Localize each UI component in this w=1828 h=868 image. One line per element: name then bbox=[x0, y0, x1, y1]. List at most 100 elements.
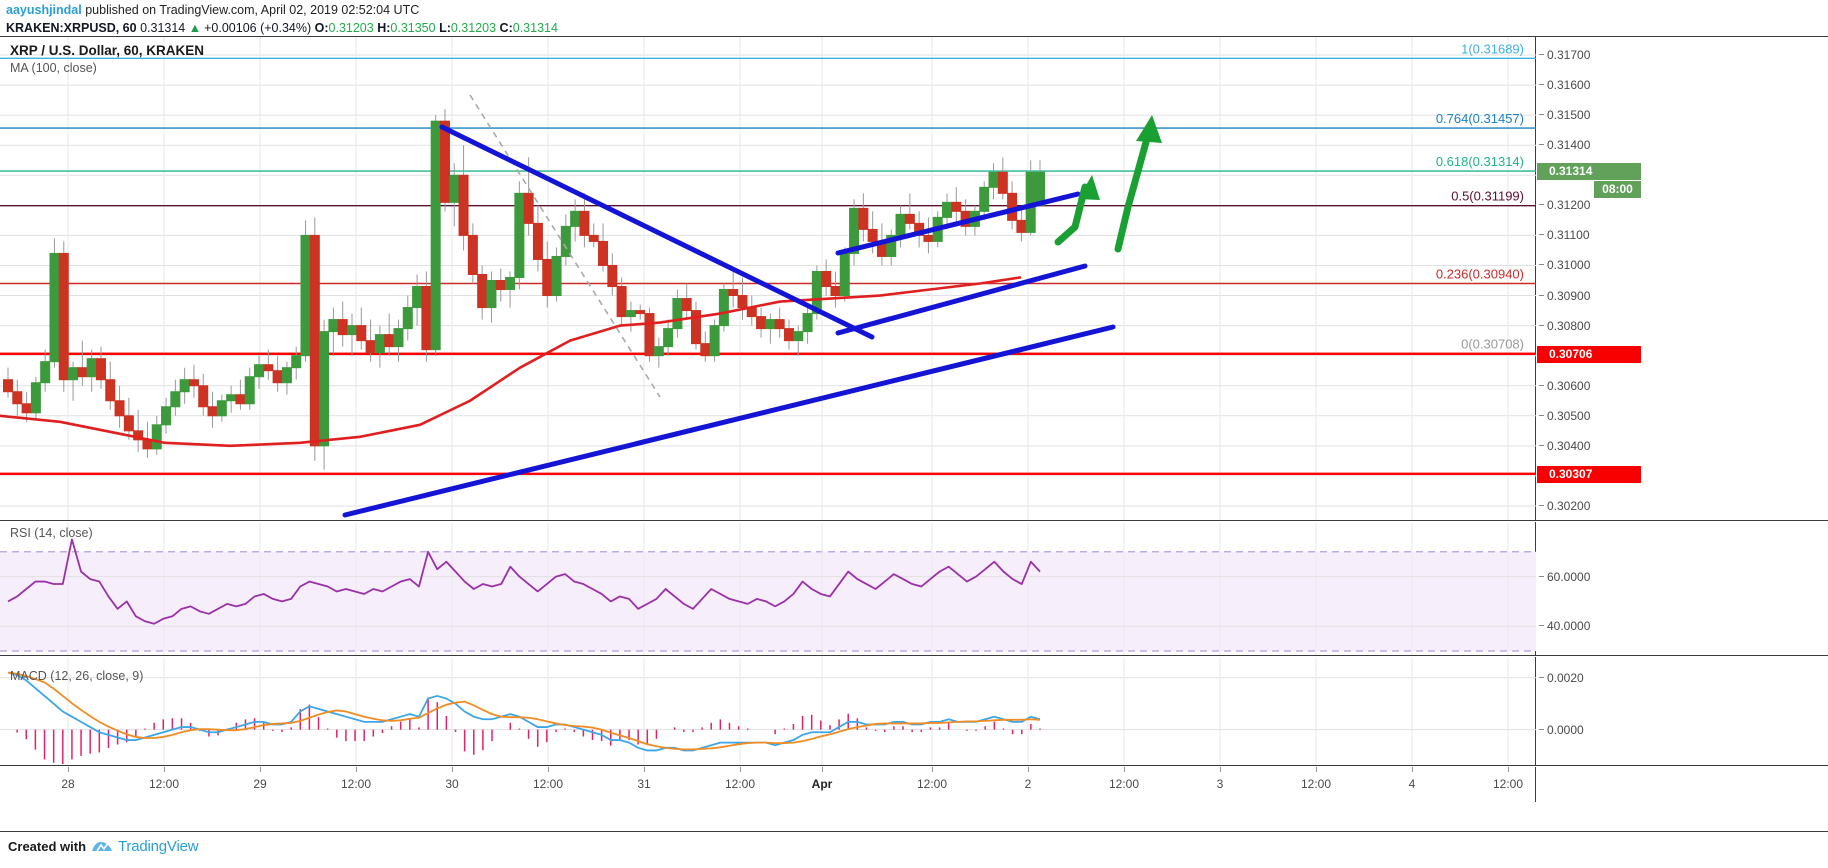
candle bbox=[849, 207, 860, 254]
fib-level-label: 0.5(0.31199) bbox=[1451, 189, 1524, 204]
tradingview-brand[interactable]: TradingView bbox=[118, 838, 199, 855]
chart-frame[interactable]: 1(0.31689) 0.764(0.31457) 0.618(0.31314) 0.… bbox=[0, 36, 1828, 832]
candle bbox=[356, 325, 367, 342]
candle bbox=[300, 234, 311, 357]
macd-plot-area[interactable] bbox=[0, 657, 1536, 765]
time-tick bbox=[822, 767, 823, 772]
candle bbox=[718, 289, 729, 327]
candle bbox=[486, 280, 497, 309]
price-change: +0.00106 (+0.34%) bbox=[204, 21, 312, 35]
rsi-plot-area[interactable] bbox=[0, 522, 1536, 655]
candle bbox=[309, 234, 320, 447]
time-axis-label: 12:00 bbox=[148, 777, 180, 791]
candle bbox=[709, 325, 720, 357]
time-tick bbox=[1508, 767, 1509, 772]
candle bbox=[207, 406, 218, 417]
price-badge-red[interactable]: 0.30307 bbox=[1537, 465, 1641, 483]
candle bbox=[783, 328, 794, 342]
candle bbox=[858, 207, 869, 230]
candle bbox=[923, 234, 934, 242]
tradingview-logo-icon bbox=[92, 841, 113, 851]
macd-svg bbox=[0, 657, 1536, 765]
time-axis-labels[interactable]: 28 12:00 29 12:00 30 12:00 31 12:00 Apr 12:00 2 12:… bbox=[0, 767, 1536, 802]
candle bbox=[77, 367, 88, 378]
candle bbox=[997, 171, 1008, 194]
candle bbox=[551, 255, 562, 297]
price-pane[interactable]: 1(0.31689) 0.764(0.31457) 0.618(0.31314) 0.… bbox=[0, 37, 1828, 521]
price-badge-green[interactable]: 0.31314 bbox=[1537, 163, 1641, 181]
candle bbox=[458, 174, 469, 236]
candle bbox=[216, 400, 227, 417]
candle bbox=[291, 355, 302, 369]
candle bbox=[179, 379, 190, 393]
candle bbox=[3, 379, 13, 393]
candle bbox=[523, 192, 534, 224]
rsi-line-svg bbox=[0, 522, 1536, 655]
candle bbox=[495, 280, 506, 291]
price-tick-label: 0.30900 bbox=[1538, 288, 1591, 303]
time-tick bbox=[644, 767, 645, 772]
open-key: O: bbox=[314, 21, 329, 35]
time-tick bbox=[548, 767, 549, 772]
candle bbox=[979, 186, 990, 212]
rsi-axis[interactable]: 60.0000 40.0000 bbox=[1537, 522, 1828, 655]
price-badge-red[interactable]: 0.30706 bbox=[1537, 345, 1641, 363]
candle bbox=[560, 225, 571, 257]
candle bbox=[449, 174, 460, 203]
candle bbox=[384, 334, 395, 348]
quote-line: KRAKEN:XRPUSD, 60 0.31314 ▲ +0.00106 (+0… bbox=[6, 20, 1828, 36]
candle bbox=[635, 310, 646, 315]
candle bbox=[1016, 219, 1027, 233]
candle bbox=[681, 298, 692, 312]
candle bbox=[105, 379, 116, 402]
price-tick-label: 0.30800 bbox=[1538, 318, 1591, 333]
candle bbox=[188, 379, 199, 387]
up-arrow-icon: ▲ bbox=[188, 21, 201, 35]
price-tick-label: 0.31200 bbox=[1538, 198, 1591, 213]
macd-axis[interactable]: 0.0020 0.0000 bbox=[1537, 657, 1828, 765]
price-tick-label: 0.31500 bbox=[1538, 108, 1591, 123]
time-tick bbox=[164, 767, 165, 772]
candle bbox=[942, 201, 953, 218]
close-value: 0.31314 bbox=[512, 21, 558, 35]
price-axis[interactable]: 0.317000.316000.315000.314000.313000.312… bbox=[1537, 37, 1828, 520]
candle bbox=[774, 319, 785, 330]
time-tick bbox=[1412, 767, 1413, 772]
time-axis-label: 12:00 bbox=[532, 777, 564, 791]
price-tick-label: 0.31400 bbox=[1538, 138, 1591, 153]
time-tick bbox=[1124, 767, 1125, 772]
symbol-label[interactable]: KRAKEN:XRPUSD, 60 bbox=[6, 21, 137, 35]
candle bbox=[951, 201, 962, 212]
time-axis-label: 12:00 bbox=[724, 777, 756, 791]
candle bbox=[95, 358, 106, 381]
last-price: 0.31314 bbox=[140, 21, 186, 35]
candle bbox=[663, 328, 674, 348]
open-value: 0.31203 bbox=[328, 21, 374, 35]
author-name[interactable]: aayushjindal bbox=[6, 3, 82, 17]
candle bbox=[672, 298, 683, 330]
candle bbox=[319, 331, 330, 447]
time-axis[interactable]: 28 12:00 29 12:00 30 12:00 31 12:00 Apr 12:00 2 12:… bbox=[0, 767, 1828, 802]
high-key: H: bbox=[377, 21, 391, 35]
fib-level-label: 0.618(0.31314) bbox=[1436, 154, 1524, 169]
candle bbox=[235, 394, 246, 405]
candle bbox=[430, 120, 441, 351]
candle bbox=[895, 213, 906, 236]
candle bbox=[579, 210, 590, 236]
candle bbox=[644, 313, 655, 357]
high-value: 0.31350 bbox=[390, 21, 436, 35]
fib-level-label: 0.764(0.31457) bbox=[1436, 111, 1524, 126]
price-plot-area[interactable]: 1(0.31689) 0.764(0.31457) 0.618(0.31314) 0.… bbox=[0, 37, 1536, 520]
time-axis-label: 29 bbox=[253, 777, 267, 791]
candle bbox=[839, 252, 850, 297]
time-axis-label: 12:00 bbox=[1108, 777, 1140, 791]
low-key: L: bbox=[439, 21, 451, 35]
candle bbox=[532, 222, 543, 260]
time-tick bbox=[68, 767, 69, 772]
candle bbox=[737, 295, 748, 309]
time-tick bbox=[1028, 767, 1029, 772]
candle bbox=[244, 376, 255, 405]
rsi-pane[interactable]: 60.0000 40.0000 RSI (14, close) bbox=[0, 522, 1828, 656]
macd-pane[interactable]: 0.0020 0.0000 MACD (12, 26, close, 9) bbox=[0, 657, 1828, 766]
